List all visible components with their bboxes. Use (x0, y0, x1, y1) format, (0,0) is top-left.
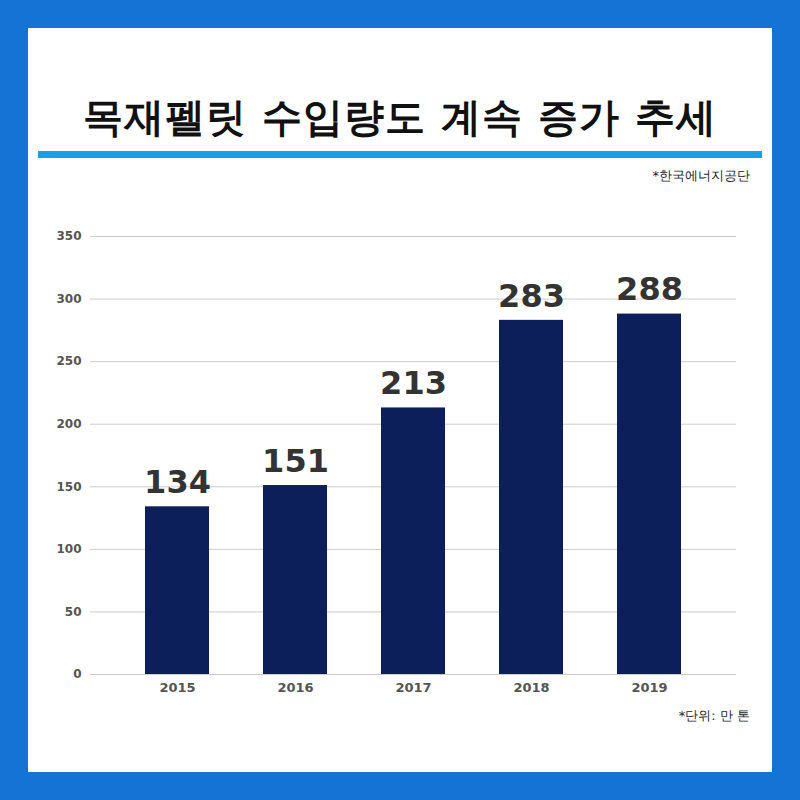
svg-text:2016: 2016 (277, 680, 313, 695)
svg-text:50: 50 (65, 605, 82, 619)
svg-text:150: 150 (56, 480, 81, 494)
svg-text:300: 300 (56, 292, 81, 306)
svg-text:0: 0 (73, 667, 81, 681)
svg-text:288: 288 (616, 270, 683, 308)
svg-text:283: 283 (498, 277, 565, 315)
svg-text:134: 134 (144, 463, 211, 501)
svg-text:213: 213 (380, 364, 447, 402)
html-text:*한국에너지공단: *한국에너지공단 (652, 168, 750, 183)
svg-text:200: 200 (56, 417, 81, 431)
html-text:목재펠릿 수입량도 계속 증가 추세: 목재펠릿 수입량도 계속 증가 추세 (83, 94, 717, 140)
svg-text:2019: 2019 (631, 680, 667, 695)
html-text:*단위: 만 톤: *단위: 만 톤 (678, 708, 750, 723)
svg-text:2018: 2018 (513, 680, 549, 695)
svg-text:2017: 2017 (395, 680, 431, 695)
svg-text:250: 250 (56, 354, 81, 368)
svg-text:350: 350 (56, 229, 81, 243)
svg-text:2015: 2015 (159, 680, 195, 695)
svg-text:100: 100 (56, 542, 81, 556)
svg-text:151: 151 (262, 442, 329, 480)
